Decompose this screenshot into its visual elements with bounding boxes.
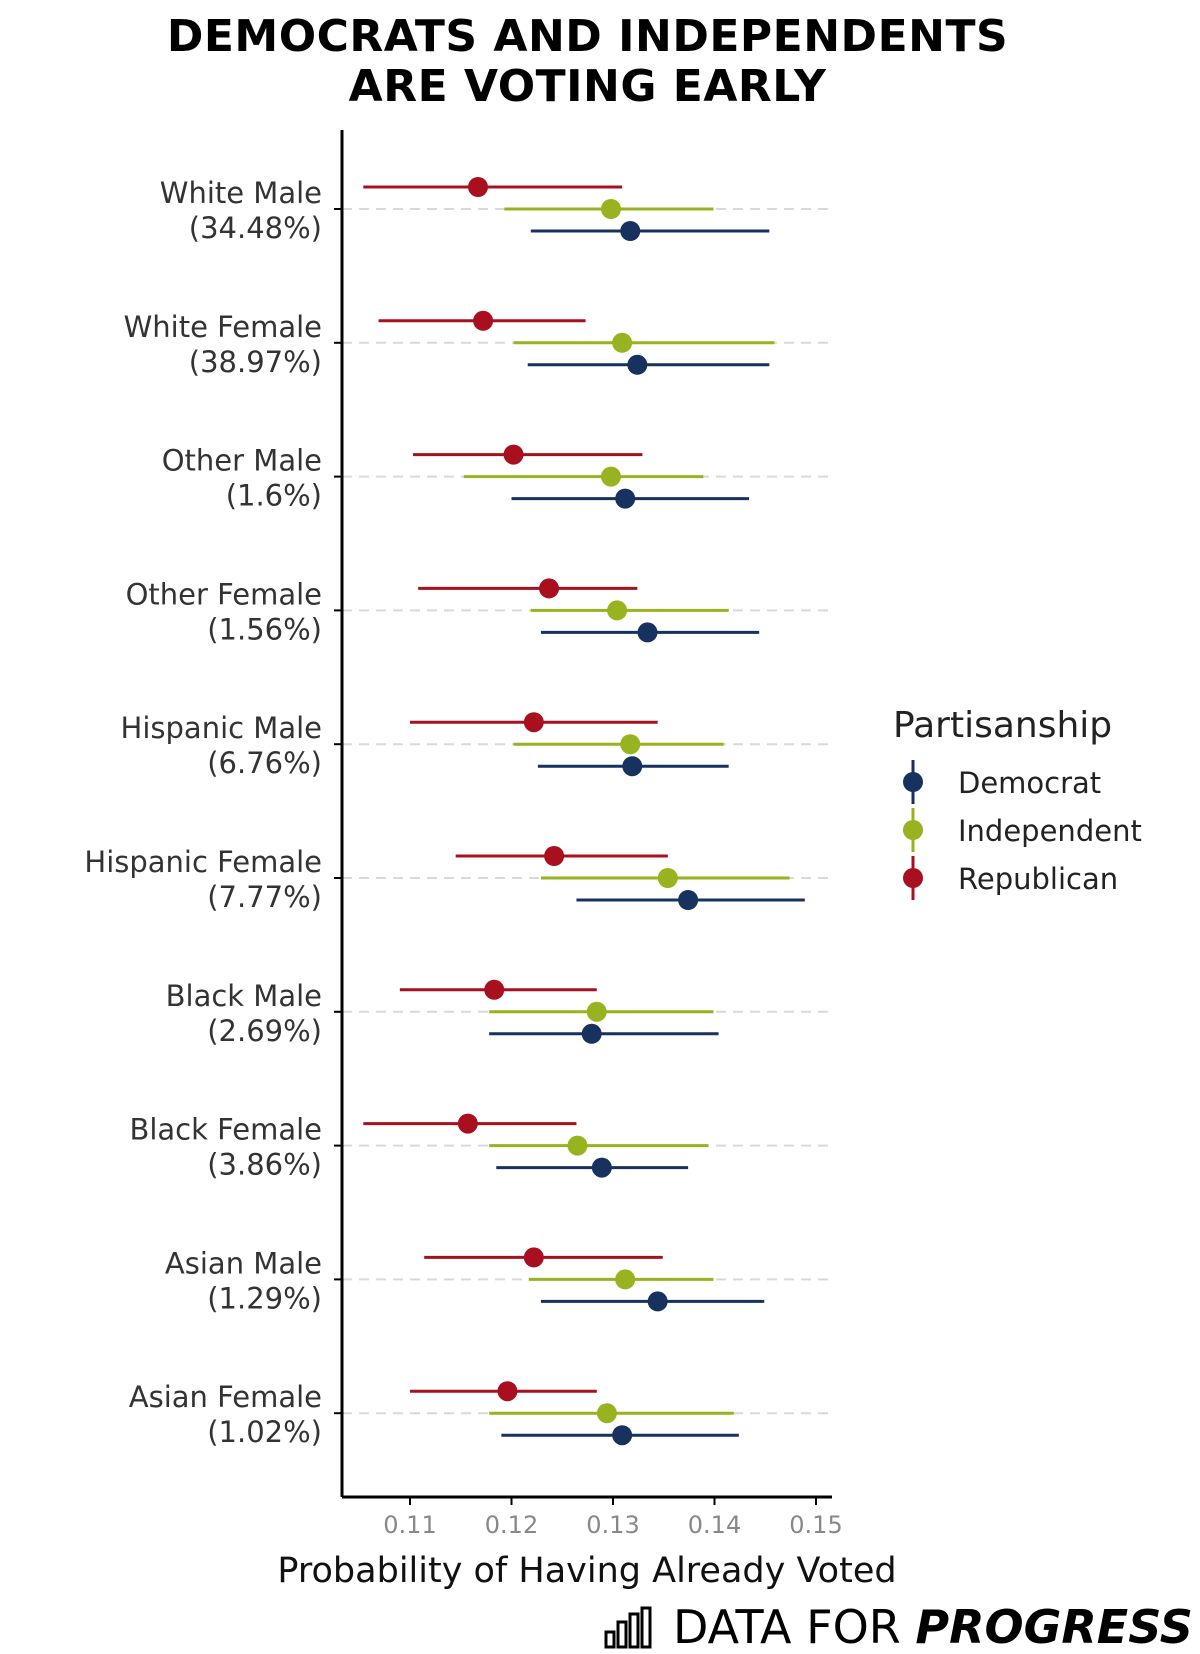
data-point [457, 1113, 478, 1134]
data-point [596, 1403, 617, 1424]
series-marks [363, 177, 805, 1446]
data-point [637, 622, 658, 643]
legend-label: Republican [958, 862, 1119, 896]
y-tick-label-share: (3.86%) [207, 1148, 322, 1182]
legend-label: Democrat [958, 766, 1102, 800]
legend-title: Partisanship [893, 705, 1113, 746]
data-point [503, 444, 524, 465]
y-tick-label-group: Other Male [162, 444, 322, 478]
legend-label: Independent [958, 814, 1142, 848]
y-tick-label-share: (38.97%) [189, 345, 322, 379]
data-point [620, 734, 641, 755]
y-tick-label-share: (1.6%) [226, 479, 322, 513]
legend-key-dot [903, 868, 923, 888]
x-tick-label: 0.13 [586, 1511, 639, 1539]
data-point [586, 1001, 607, 1022]
legend-key-icon [903, 808, 923, 852]
data-point [615, 488, 636, 509]
y-tick-label-share: (1.02%) [207, 1415, 322, 1449]
x-axis-title: Probability of Having Already Voted [277, 1551, 896, 1591]
y-tick-label-group: Asian Female [129, 1380, 322, 1414]
y-tick-label-group: Other Female [126, 577, 322, 611]
y-tick-label-share: (7.77%) [207, 880, 322, 914]
y-tick-label-share: (2.69%) [207, 1014, 322, 1048]
data-point [473, 310, 494, 331]
chart-title: DEMOCRATS AND INDEPENDENTS ARE VOTING EA… [0, 12, 1175, 112]
title-line-2: ARE VOTING EARLY [348, 61, 827, 112]
data-point [615, 1269, 636, 1290]
y-tick-label-group: Asian Male [165, 1246, 322, 1280]
legend-key-dot [903, 820, 923, 840]
y-tick-label-share: (6.76%) [207, 746, 322, 780]
legend-items: Democrat Independent Republican [893, 758, 1142, 902]
title-line-1: DEMOCRATS AND INDEPENDENTS [166, 11, 1009, 62]
y-tick-label-group: Hispanic Female [84, 845, 322, 879]
legend-key-dot [903, 772, 923, 792]
y-tick-label-share: (1.29%) [207, 1281, 322, 1315]
y-tick-label-group: Black Female [129, 1113, 322, 1147]
axes [334, 130, 832, 1505]
legend-key-icon [903, 856, 923, 900]
data-point [612, 332, 633, 353]
legend: Partisanship Democrat Independent Republic… [893, 705, 1142, 902]
y-tick-label-group: White Female [124, 310, 322, 344]
data-point [539, 578, 560, 599]
data-point [622, 756, 643, 777]
data-point [484, 979, 505, 1000]
dot-whisker-chart: White Male(34.48%) White Female(38.97%) Ot… [84, 130, 897, 1591]
data-point [581, 1023, 602, 1044]
legend-item: Independent [893, 806, 1142, 854]
data-point [647, 1291, 668, 1312]
data-point [612, 1425, 633, 1446]
data-point [607, 600, 628, 621]
data-point [600, 199, 621, 219]
axis-labels: White Male(34.48%) White Female(38.97%) Ot… [84, 176, 896, 1591]
data-point [657, 868, 678, 888]
legend-item: Democrat [893, 758, 1112, 806]
legend-key-icon [903, 760, 923, 804]
brand-text: DATA FOR PROGRESS [673, 1600, 1193, 1654]
data-point [600, 466, 621, 487]
data-point [620, 221, 641, 241]
brand-text-strong: PROGRESS [915, 1600, 1193, 1654]
y-tick-label-group: Hispanic Male [121, 711, 322, 745]
data-point [627, 354, 648, 375]
y-tick-label-group: White Male [160, 176, 322, 210]
y-tick-label-share: (34.48%) [189, 211, 322, 245]
data-point [523, 712, 544, 733]
x-tick-label: 0.11 [383, 1511, 436, 1539]
x-tick-label: 0.15 [789, 1511, 842, 1539]
data-point [497, 1381, 518, 1402]
data-point [523, 1247, 544, 1268]
data-point [544, 846, 565, 866]
data-point [591, 1157, 612, 1178]
y-tick-label-share: (1.56%) [207, 612, 322, 646]
y-tick-label-group: Black Male [166, 979, 322, 1013]
data-point [468, 177, 489, 197]
brand-text-light: DATA FOR [673, 1600, 916, 1654]
x-tick-label: 0.14 [688, 1511, 741, 1539]
bar-chart-icon [604, 1606, 652, 1649]
x-tick-label: 0.12 [485, 1511, 538, 1539]
gridlines [342, 208, 832, 1415]
data-point [678, 890, 699, 910]
data-point [567, 1135, 588, 1156]
legend-item: Republican [893, 854, 1118, 902]
